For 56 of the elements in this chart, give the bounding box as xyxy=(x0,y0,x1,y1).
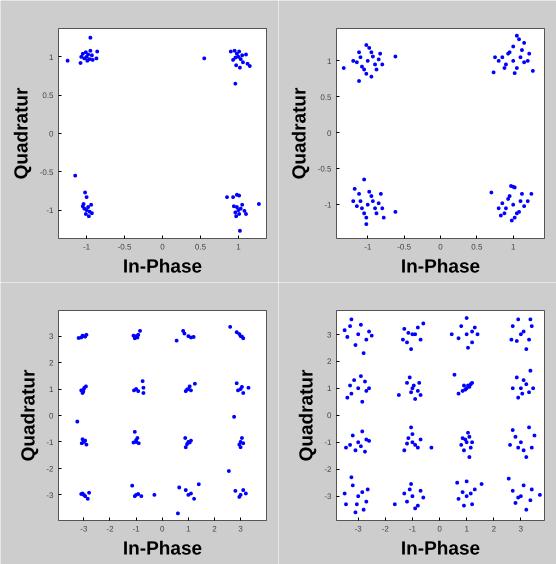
y-tick-label: 1 xyxy=(49,385,54,394)
x-tick-label: 2 xyxy=(212,524,218,534)
y-tick-label: 0.5 xyxy=(42,91,54,100)
y-tick-label: 3 xyxy=(327,330,332,340)
y-tick-label: 0 xyxy=(327,411,332,420)
y-tick-label: 2 xyxy=(327,357,332,366)
y-tick-label: -2 xyxy=(46,464,54,474)
x-tick-label: -1 xyxy=(132,524,140,534)
y-axis-title: Quadratur xyxy=(12,86,33,180)
y-axis-title: Quadratur xyxy=(290,86,311,180)
y-tick-label: -1 xyxy=(324,200,332,210)
y-tick-label: 2 xyxy=(49,358,54,368)
x-tick-label: 3 xyxy=(238,524,244,534)
y-tick-label: -0.5 xyxy=(318,164,332,174)
x-tick-label: 1 xyxy=(186,524,192,534)
x-tick-label: -1 xyxy=(364,242,372,252)
x-tick-label: -0.5 xyxy=(118,242,132,252)
y-axis-title: Quadratur xyxy=(18,368,40,462)
x-tick-label: 1 xyxy=(511,242,516,252)
x-tick-label: 0.5 xyxy=(471,242,483,252)
y-tick-label: 0 xyxy=(49,130,54,138)
x-tick-label: -3 xyxy=(354,524,362,534)
y-tick-label: 0.5 xyxy=(320,92,332,102)
x-tick-label: 0 xyxy=(160,524,166,534)
y-tick-label: 1 xyxy=(327,384,332,394)
x-tick-label: 0 xyxy=(160,242,166,252)
x-tick-label: 0 xyxy=(437,524,442,534)
x-tick-label: 1 xyxy=(464,524,470,534)
x-axis-title: In-Phase xyxy=(400,256,480,278)
x-tick-label: 2 xyxy=(492,524,497,534)
x-tick-label: 0 xyxy=(438,242,444,252)
y-tick-label: -2 xyxy=(324,465,332,474)
x-tick-label: -1 xyxy=(83,242,91,252)
x-axis-title: In-Phase xyxy=(122,538,202,560)
y-tick-label: 1 xyxy=(49,52,54,62)
y-tick-label: -0.5 xyxy=(40,168,54,177)
x-tick-label: 3 xyxy=(518,524,524,534)
x-tick-label: -2 xyxy=(382,524,390,534)
x-tick-label: -3 xyxy=(80,524,88,534)
y-tick-label: 0 xyxy=(49,412,54,420)
y-tick-label: 3 xyxy=(49,332,54,342)
y-tick-label: -1 xyxy=(324,438,332,448)
x-axis-title: In-Phase xyxy=(400,538,480,560)
x-axis-title: In-Phase xyxy=(122,256,202,278)
x-tick-label: 1 xyxy=(236,242,242,252)
y-tick-label: -1 xyxy=(46,206,54,216)
x-tick-label: 0.5 xyxy=(194,242,207,252)
y-tick-label: 1 xyxy=(327,56,332,66)
y-tick-label: -3 xyxy=(46,490,54,500)
x-tick-label: -0.5 xyxy=(397,242,412,252)
y-tick-label: -1 xyxy=(46,438,54,447)
x-tick-label: -2 xyxy=(106,524,114,534)
y-tick-label: 0 xyxy=(327,128,332,138)
x-tick-label: -1 xyxy=(408,524,417,534)
y-axis-title: Quadratur xyxy=(296,368,318,462)
y-tick-label: -3 xyxy=(324,492,332,502)
